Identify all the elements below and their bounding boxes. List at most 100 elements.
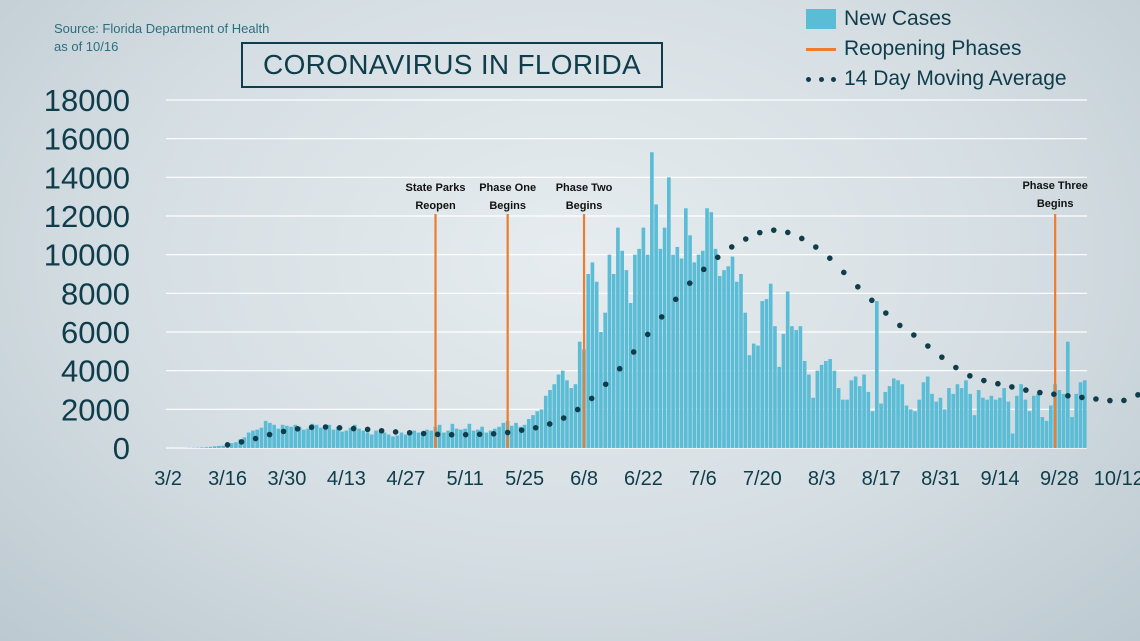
average-dot <box>672 296 679 303</box>
y-tick-label: 16000 <box>44 122 130 157</box>
bar-new-cases <box>993 399 998 448</box>
average-dot <box>897 322 903 329</box>
bar-new-cases <box>1049 405 1053 448</box>
bar-new-cases <box>1015 395 1019 448</box>
bar-new-cases <box>607 254 612 448</box>
average-dot <box>266 431 273 438</box>
bar-new-cases <box>509 425 514 448</box>
phase-label: Begins <box>1037 198 1074 210</box>
bar-new-cases <box>951 393 956 448</box>
average-dot <box>560 415 567 421</box>
bar-new-cases <box>348 427 353 448</box>
bar-new-cases <box>1010 433 1015 448</box>
average-dot <box>798 235 805 242</box>
bar-new-cases <box>1070 417 1074 448</box>
average-dot <box>448 431 455 438</box>
bar-new-cases <box>586 274 591 448</box>
chart-title-box: CORONAVIRUS IN FLORIDA <box>241 42 663 88</box>
bar-new-cases <box>896 380 900 448</box>
bar-new-cases <box>722 270 726 448</box>
bar-new-cases <box>204 447 209 448</box>
bar-swatch-icon <box>806 9 836 29</box>
average-dot <box>280 428 287 435</box>
x-tick-label: 3/16 <box>208 468 247 490</box>
phase-label: Begins <box>566 200 603 212</box>
average-dot <box>784 229 791 236</box>
bar-new-cases <box>773 326 777 448</box>
x-tick-label: 6/8 <box>570 468 598 490</box>
y-tick-label: 2000 <box>61 392 130 427</box>
average-dot <box>953 364 959 371</box>
phase-label: Phase Two <box>556 182 613 194</box>
average-dot <box>714 254 721 261</box>
bar-new-cases <box>709 212 714 448</box>
bar-new-cases <box>212 446 217 448</box>
bar-new-cases <box>807 374 811 448</box>
bar-new-cases <box>446 430 450 448</box>
average-dot <box>476 431 483 438</box>
bar-new-cases <box>768 283 773 448</box>
y-tick-label: 14000 <box>44 160 130 195</box>
x-tick-label: 9/14 <box>981 468 1020 490</box>
bar-new-cases <box>352 424 357 448</box>
bar-new-cases <box>713 248 718 448</box>
bar-new-cases <box>276 428 281 448</box>
average-dot <box>1135 392 1140 398</box>
legend-label: Reopening Phases <box>844 37 1022 60</box>
phase-label: Reopen <box>415 200 456 212</box>
average-dot <box>869 297 875 304</box>
y-tick-label: 12000 <box>44 199 130 234</box>
bar-new-cases <box>1032 395 1036 448</box>
bar-new-cases <box>599 332 603 448</box>
bar-new-cases <box>1044 420 1049 448</box>
phase-label: State Parks <box>406 182 466 194</box>
bar-new-cases <box>229 443 234 448</box>
bar-new-cases <box>811 397 815 448</box>
bar-new-cases <box>832 370 837 448</box>
x-tick-label: 9/28 <box>1040 468 1079 490</box>
bar-new-cases <box>344 430 349 448</box>
average-dot <box>1065 393 1071 399</box>
bar-new-cases <box>671 254 675 448</box>
average-dot <box>981 377 987 384</box>
average-dot <box>911 332 917 338</box>
bar-new-cases <box>340 431 344 448</box>
bar-new-cases <box>480 426 484 448</box>
average-dot <box>742 236 749 242</box>
bar-new-cases <box>386 434 391 448</box>
bar-new-cases <box>420 433 425 448</box>
y-tick-label: 18000 <box>44 83 130 118</box>
average-dot <box>392 429 399 435</box>
x-tick-label: 3/2 <box>154 468 182 490</box>
bar-new-cases <box>858 386 862 448</box>
bar-new-cases <box>815 370 820 448</box>
bar-new-cases <box>998 397 1002 448</box>
bar-new-cases <box>739 274 743 448</box>
y-tick-label: 4000 <box>61 354 130 389</box>
average-dot <box>1051 391 1057 398</box>
bar-new-cases <box>989 395 994 448</box>
bar-new-cases <box>879 403 883 448</box>
x-tick-label: 4/13 <box>327 468 366 490</box>
bar-new-cases <box>365 432 370 448</box>
average-dot <box>434 431 441 438</box>
x-tick-label: 8/3 <box>808 468 836 490</box>
average-dot <box>630 349 637 355</box>
bar-new-cases <box>590 262 595 448</box>
bar-new-cases <box>327 424 332 448</box>
average-dot <box>644 331 651 338</box>
bar-new-cases <box>391 436 395 448</box>
average-dot <box>336 424 343 431</box>
bar-new-cases <box>395 435 400 448</box>
bar-new-cases <box>429 430 433 448</box>
bar-new-cases <box>556 374 561 448</box>
average-dot <box>812 244 819 250</box>
average-dot <box>420 430 427 437</box>
bar-new-cases <box>645 254 650 448</box>
bar-new-cases <box>972 415 977 448</box>
x-tick-label: 7/20 <box>743 468 782 490</box>
dots-swatch-icon <box>806 76 836 82</box>
bar-new-cases <box>285 425 289 448</box>
bar-new-cases <box>845 399 849 448</box>
